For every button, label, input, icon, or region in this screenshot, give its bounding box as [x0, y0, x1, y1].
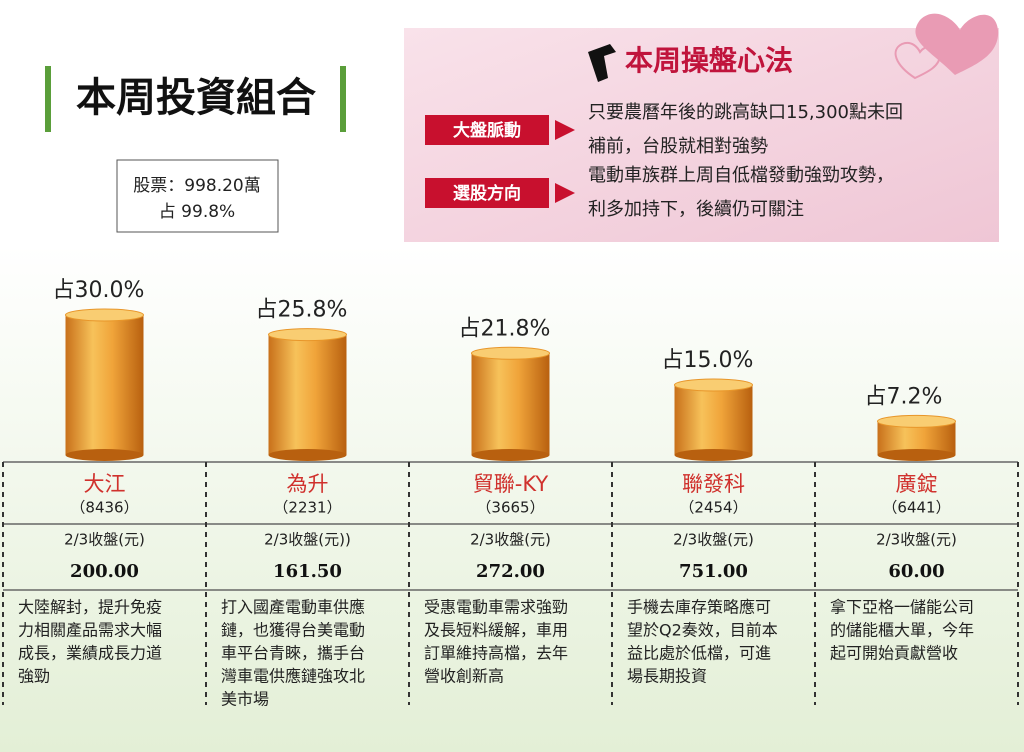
stock-note: 望於Q2奏效，目前本 — [627, 621, 778, 640]
close-label: 2/3收盤(元) — [673, 531, 754, 549]
cylinder — [65, 315, 144, 455]
stock-note: 成長，業績成長力道 — [18, 644, 162, 663]
cylinder-bottom — [674, 449, 753, 461]
heart — [894, 42, 942, 80]
arrow — [555, 183, 575, 203]
stock-name: 為升 — [287, 472, 329, 496]
close-label: 2/3收盤(元)) — [264, 531, 351, 549]
cylinder-top — [471, 346, 550, 360]
stock-code: （6441） — [882, 499, 950, 517]
stock-note: 營收創新高 — [424, 667, 504, 686]
cylinder — [471, 353, 550, 455]
title-bar — [45, 66, 51, 132]
stock-note: 灣車電供應鏈強攻北 — [221, 667, 365, 686]
stock-code: （2454） — [679, 499, 747, 517]
cylinder-bottom — [268, 449, 347, 461]
arrow — [555, 120, 575, 140]
cylinder-top — [268, 328, 347, 342]
stock-note: 的儲能櫃大單，今年 — [830, 621, 974, 640]
close-price: 60.00 — [888, 561, 944, 582]
stock-note: 鏈，也獲得台美電動 — [221, 621, 365, 640]
stock-note: 益比處於低檔，可進 — [627, 644, 771, 663]
cylinder-top — [877, 414, 956, 428]
summary-line: 占 99.8% — [159, 202, 235, 222]
summary-line: 股票：998.20萬 — [133, 176, 260, 196]
title-bar — [340, 66, 346, 132]
stock-note: 美市場 — [221, 690, 269, 709]
cylinder-top — [674, 378, 753, 392]
stock-name: 廣錠 — [896, 472, 938, 496]
value-label: 占30.0% — [53, 278, 145, 303]
stock-note: 手機去庫存策略應可 — [627, 598, 771, 617]
value-label: 占7.2% — [865, 384, 943, 409]
value-label: 占21.8% — [459, 316, 551, 341]
close-price: 200.00 — [70, 561, 139, 582]
stock-note: 打入國產電動車供應 — [221, 598, 365, 617]
stock-note: 大陸解封，提升免疫 — [18, 598, 162, 617]
strategy-text: 補前，台股就相對強勢 — [588, 136, 768, 157]
close-price: 272.00 — [476, 561, 545, 582]
strategy-text: 電動車族群上周自低檔發動強勁攻勢， — [588, 165, 894, 186]
cylinder-bottom — [877, 449, 956, 461]
stock-note: 起可開始貢獻營收 — [830, 644, 958, 663]
stock-code: （8436） — [70, 499, 138, 517]
close-label: 2/3收盤(元) — [876, 531, 957, 549]
stock-note: 及長短料緩解，車用 — [424, 621, 568, 640]
stock-note: 訂單維持高檔，去年 — [424, 644, 568, 663]
strategy-label-box — [425, 178, 549, 208]
strategy-icon — [588, 44, 616, 82]
stock-note: 強勁 — [18, 667, 50, 686]
stock-name: 大江 — [84, 472, 126, 496]
close-label: 2/3收盤(元) — [470, 531, 551, 549]
value-label: 占15.0% — [662, 348, 754, 373]
chart-background — [0, 245, 1024, 752]
cylinder-bottom — [65, 449, 144, 461]
strategy-label: 大盤脈動 — [453, 120, 521, 141]
cylinder — [674, 385, 753, 455]
stock-note: 車平台青睞，攜手台 — [221, 644, 365, 663]
strategy-title: 本周操盤心法 — [625, 44, 793, 77]
stock-code: （2231） — [273, 499, 341, 517]
stock-note: 力相關產品需求大幅 — [18, 621, 162, 640]
close-price: 161.50 — [273, 561, 342, 582]
strategy-text: 只要農曆年後的跳高缺口15,300點未回 — [588, 102, 903, 123]
stock-note: 受惠電動車需求強勁 — [424, 598, 568, 617]
stock-note: 拿下亞格一儲能公司 — [830, 598, 974, 617]
stock-name: 貿聯-KY — [473, 472, 549, 496]
heart — [915, 13, 999, 75]
stock-note: 場長期投資 — [627, 667, 707, 686]
stock-name: 聯發科 — [682, 472, 745, 496]
value-label: 占25.8% — [256, 298, 348, 323]
stock-code: （3665） — [476, 499, 544, 517]
cylinder-bottom — [471, 449, 550, 461]
strategy-text: 利多加持下，後續仍可關注 — [588, 199, 804, 220]
page-title: 本周投資組合 — [76, 75, 316, 121]
cylinder — [268, 334, 347, 455]
cylinder-top — [65, 308, 144, 322]
strategy-label-box — [425, 115, 549, 145]
close-label: 2/3收盤(元) — [64, 531, 145, 549]
strategy-label: 選股方向 — [453, 183, 521, 204]
close-price: 751.00 — [679, 561, 748, 582]
summary-box — [116, 159, 279, 233]
